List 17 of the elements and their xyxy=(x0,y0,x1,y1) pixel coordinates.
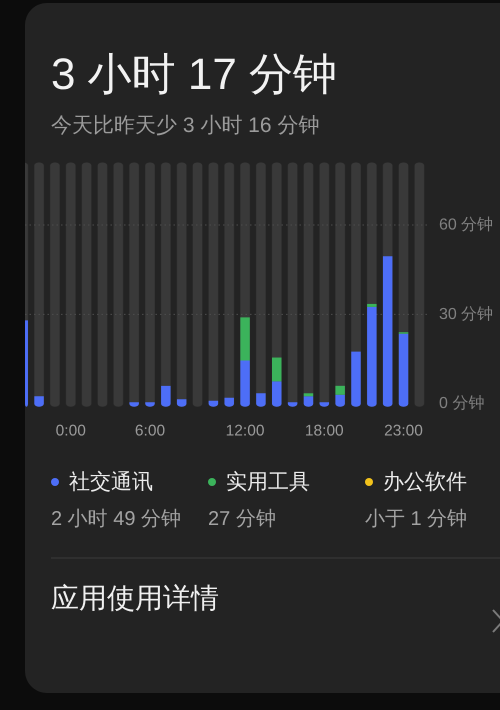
x-tick-label: 6:00 xyxy=(134,422,166,440)
y-tick-label: 30 分钟 xyxy=(439,306,494,323)
title: 3 小时 17 分钟 xyxy=(51,50,338,99)
legend-label: 办公软件 xyxy=(383,470,467,494)
x-tick-label: 12:00 xyxy=(226,422,264,440)
y-tick-label: 0 分钟 xyxy=(439,395,484,412)
annotation: 应用使用详情 xyxy=(51,582,219,614)
legend-label: 实用工具 xyxy=(226,470,310,494)
x-tick-label: 18:00 xyxy=(304,422,344,440)
subtitle: 今天比昨天少 3 小时 16 分钟 xyxy=(51,114,320,137)
y-tick-label: 60 分钟 xyxy=(439,216,494,234)
annotation: 小于 1 分钟 xyxy=(365,508,468,530)
annotation: 27 分钟 xyxy=(208,508,276,530)
x-tick-label: 23:00 xyxy=(384,422,423,440)
annotation: 2 小时 49 分钟 xyxy=(51,508,182,530)
legend-label: 社交通讯 xyxy=(69,470,153,494)
x-tick-label: 0:00 xyxy=(56,422,86,440)
